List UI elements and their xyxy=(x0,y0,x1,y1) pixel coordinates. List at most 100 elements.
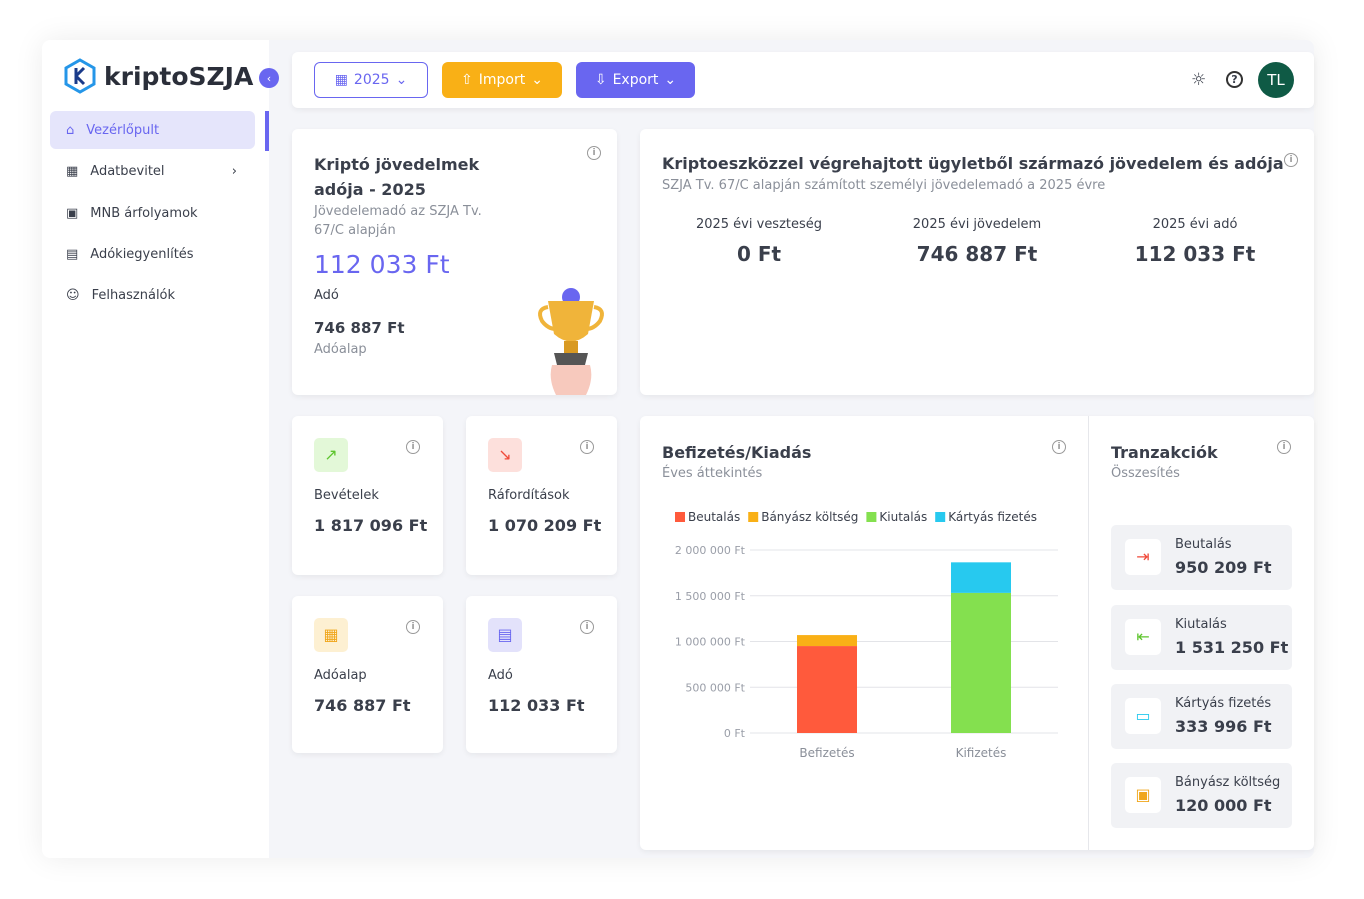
transaction-value: 950 209 Ft xyxy=(1175,558,1272,577)
nav-label: Adatbevitel xyxy=(90,163,165,179)
logo[interactable]: kriptoSZJA xyxy=(64,58,253,94)
nav-item[interactable]: ▦ Adatbevitel › xyxy=(66,163,237,179)
stat-label: 2025 évi adó xyxy=(1152,217,1238,232)
kpi-label: Adóalap xyxy=(314,668,367,683)
chart: 0 Ft 500 000 Ft 1 000 000 Ft 1 500 000 Ft 2 … xyxy=(675,510,1058,760)
info-icon[interactable]: i xyxy=(1052,440,1066,454)
transaction-label: Beutalás xyxy=(1175,537,1232,552)
stat-value: 0 Ft xyxy=(736,242,782,266)
stat-value: 112 033 Ft xyxy=(1134,242,1256,266)
avatar-text: TL xyxy=(1267,71,1285,89)
legend-swatch xyxy=(866,512,877,522)
kpi-card: ▦ i Adóalap 746 887 Ft xyxy=(292,596,443,753)
summary-amount-label: Adó xyxy=(314,288,339,303)
avatar[interactable]: TL xyxy=(1258,62,1294,98)
info-icon[interactable]: i xyxy=(406,440,420,454)
transaction-label: Kiutalás xyxy=(1175,617,1227,632)
kpi-value: 746 887 Ft xyxy=(314,696,411,715)
legend-swatch xyxy=(935,512,946,522)
theme-toggle[interactable]: ☼ xyxy=(1191,70,1207,90)
chart-subtitle: Éves áttekintés xyxy=(662,466,763,481)
export-button[interactable]: ⇩ Export ⌄ xyxy=(576,62,695,98)
transaction: ▭ Kártyás fizetés 333 996 Ft xyxy=(1111,684,1292,749)
transaction-value: 1 531 250 Ft xyxy=(1175,638,1289,657)
nav-item[interactable]: ▤ Adókiegyenlítés xyxy=(66,246,194,262)
y-tick-label: 2 000 000 Ft xyxy=(675,544,746,557)
transaction: ▣ Bányász költség 120 000 Ft xyxy=(1111,763,1292,828)
collapse[interactable]: ‹ xyxy=(259,68,279,88)
stat: 2025 évi adó 112 033 Ft xyxy=(1086,217,1304,266)
kpi-card: ↘ i Ráfordítások 1 070 209 Ft xyxy=(466,416,617,575)
y-tick-label: 1 000 000 Ft xyxy=(675,636,746,649)
transaction-value: 120 000 Ft xyxy=(1175,796,1272,815)
summary-subtitle: Jövedelemadó az SZJA Tv. 67/C alapján xyxy=(314,204,482,238)
import-button[interactable]: ⇧ Import ⌄ xyxy=(442,62,562,98)
active-bar xyxy=(265,111,269,151)
legend-label: Kártyás fizetés xyxy=(948,510,1037,524)
x-tick-label: Befizetés xyxy=(799,746,854,760)
transaction-label: Bányász költség xyxy=(1175,775,1281,790)
info-icon[interactable]: i xyxy=(406,620,420,634)
nav-label: Vezérlőpult xyxy=(86,122,160,138)
income-subtitle: SZJA Tv. 67/C alapján számított személyi… xyxy=(662,178,1106,193)
stat-label: 2025 évi veszteség xyxy=(695,217,823,232)
y-tick-label: 0 Ft xyxy=(724,727,746,740)
kpi-value: 112 033 Ft xyxy=(488,696,585,715)
transaction: ⇤ Kiutalás 1 531 250 Ft xyxy=(1111,605,1292,670)
legend-label: Kiutalás xyxy=(879,510,927,524)
info-icon[interactable]: i xyxy=(587,146,601,160)
income-card: i Kriptoeszközzel végrehajtott ügyletből… xyxy=(640,129,1314,395)
logo-text: kriptoSZJA xyxy=(104,61,254,91)
nav-item[interactable]: ⌂ Vezérlőpult xyxy=(50,111,255,149)
chart-title: Befizetés/Kiadás xyxy=(662,443,812,462)
info-icon[interactable]: i xyxy=(1277,440,1291,454)
summary-amount: 112 033 Ft xyxy=(314,250,450,279)
summary-base-label: Adóalap xyxy=(314,342,367,357)
summary-base: 746 887 Ft xyxy=(314,319,405,337)
stat: 2025 évi jövedelem 746 887 Ft xyxy=(868,217,1086,266)
transaction: ⇥ Beutalás 950 209 Ft xyxy=(1111,525,1292,590)
kpi-card: ↗ i Bevételek 1 817 096 Ft xyxy=(292,416,443,575)
info-icon[interactable]: i xyxy=(580,440,594,454)
bar-segment xyxy=(797,646,857,733)
transaction-label: Kártyás fizetés xyxy=(1175,696,1272,711)
income-title: Kriptoeszközzel végrehajtott ügyletből s… xyxy=(662,154,1284,173)
export-label: Export xyxy=(612,72,659,88)
y-tick-label: 1 500 000 Ft xyxy=(675,590,746,603)
kpi-card: ▤ i Adó 112 033 Ft xyxy=(466,596,617,753)
kpi-label: Ráfordítások xyxy=(488,488,570,503)
summary-card: i Kriptó jövedelmek adója - 2025 Jövedel… xyxy=(292,129,617,395)
info-icon[interactable]: i xyxy=(1284,153,1298,167)
nav-item[interactable]: ☺ Felhasználók xyxy=(66,287,176,303)
nav-item[interactable]: ▣ MNB árfolyamok xyxy=(66,205,198,221)
bar-segment xyxy=(951,592,1011,733)
bar-segment xyxy=(951,562,1011,593)
trophy xyxy=(538,288,604,395)
kpi-label: Adó xyxy=(488,668,513,683)
nav-label: Felhasználók xyxy=(91,287,176,303)
year-select[interactable]: ▦ 2025 ⌄ xyxy=(314,62,428,98)
transactions-title: Tranzakciók xyxy=(1111,443,1218,462)
nav-label: MNB árfolyamok xyxy=(90,205,198,221)
legend-swatch xyxy=(675,512,685,522)
stat-value: 746 887 Ft xyxy=(916,242,1038,266)
legend-label: Beutalás xyxy=(688,510,740,524)
sidebar xyxy=(42,40,269,858)
x-tick-label: Kifizetés xyxy=(956,746,1007,760)
kpi-value: 1 070 209 Ft xyxy=(488,516,602,535)
stat: 2025 évi veszteség 0 Ft xyxy=(650,217,868,266)
import-label: Import xyxy=(478,72,526,88)
info-icon[interactable]: i xyxy=(580,620,594,634)
help[interactable]: ? xyxy=(1226,71,1243,88)
y-tick-label: 500 000 Ft xyxy=(685,681,745,694)
legend-swatch xyxy=(748,512,759,522)
transactions-subtitle: Összesítés xyxy=(1111,466,1180,481)
bar-segment xyxy=(797,635,857,647)
legend-label: Bányász költség xyxy=(761,510,858,524)
income-stats: 2025 évi veszteség 0 Ft 2025 évi jövedele… xyxy=(650,217,1304,266)
nav-label: Adókiegyenlítés xyxy=(90,246,194,262)
transaction-value: 333 996 Ft xyxy=(1175,717,1272,736)
kpi-label: Bevételek xyxy=(314,488,379,503)
kpi-value: 1 817 096 Ft xyxy=(314,516,428,535)
